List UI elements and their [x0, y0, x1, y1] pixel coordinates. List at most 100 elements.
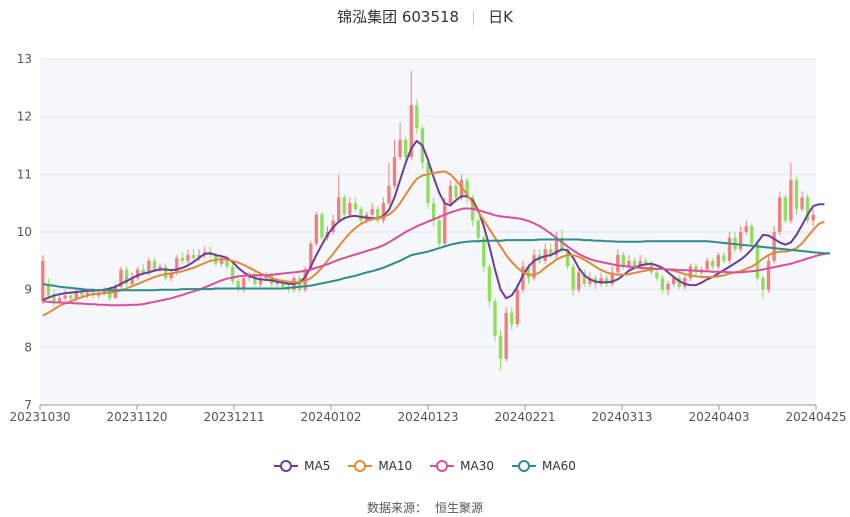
candle-body [638, 260, 642, 267]
candle-body [766, 260, 771, 290]
y-tick-label: 8 [24, 340, 32, 354]
legend-ma60-label: MA60 [542, 459, 576, 473]
candle-body [789, 180, 793, 221]
x-tick-label: 20240221 [494, 410, 555, 424]
candle-body [716, 255, 720, 267]
candle-body [459, 180, 464, 198]
candle-body [655, 272, 659, 279]
legend-ma10-label: MA10 [378, 459, 413, 473]
candle-body [297, 278, 302, 290]
candle-body [387, 185, 391, 204]
candle-body [498, 335, 503, 359]
legend-item-ma5[interactable]: MA5 [274, 459, 330, 473]
candlestick-chart: 7 8 9 10 11 12 13 20231030 20231120 20231211 20240… [9, 52, 846, 424]
candle-body [370, 208, 374, 215]
candle-body [671, 278, 676, 284]
legend-ma30-icon [430, 460, 455, 472]
series-line-ma60 [42, 238, 830, 292]
candle-body [515, 289, 519, 325]
legend-ma30-label: MA30 [460, 459, 495, 473]
candle-body [811, 214, 815, 221]
candle-body [761, 278, 765, 290]
candle-body [565, 249, 570, 267]
candle-body [108, 289, 112, 299]
candle-body [722, 255, 726, 261]
candle-body [180, 257, 185, 261]
candle-body [616, 255, 620, 273]
series-line-ma10 [42, 170, 825, 317]
candle-body [443, 203, 447, 244]
candle-body [169, 272, 173, 279]
data-source: 数据来源： 恒生聚源 [0, 499, 850, 516]
candle-body [772, 232, 776, 261]
candle-body [521, 266, 525, 290]
candle-body [510, 312, 514, 325]
candle-body [711, 260, 715, 267]
candle-body [599, 278, 603, 284]
candle-body [543, 249, 547, 261]
legend-item-ma10[interactable]: MA10 [348, 459, 412, 473]
stock-title: 锦泓集团 603518 [337, 8, 460, 26]
period-title: 日K [488, 8, 513, 26]
candle-body [504, 312, 508, 359]
candle-body [738, 232, 743, 250]
candle-body [493, 301, 497, 336]
candle-body [683, 278, 687, 287]
candle-body [800, 197, 804, 209]
candle-body [588, 278, 592, 284]
y-tick-label: 11 [17, 167, 32, 181]
candle-body [191, 255, 196, 258]
candle-body [219, 257, 224, 264]
candle-body [465, 180, 469, 198]
candle-body [392, 157, 397, 186]
candle-body [783, 197, 787, 221]
candle-body [141, 269, 145, 273]
candle-body [359, 208, 363, 221]
candle-body [688, 266, 693, 279]
candle-body [778, 197, 782, 232]
legend-item-ma60[interactable]: MA60 [512, 459, 576, 473]
candle-body [476, 220, 480, 238]
candle-body [448, 185, 453, 204]
candle-body [426, 162, 430, 204]
candle-body [415, 105, 419, 129]
x-tick-label: 20240425 [785, 410, 846, 424]
legend-ma5-label: MA5 [304, 459, 331, 473]
candle-body [253, 275, 257, 284]
x-tick-label: 20231030 [9, 410, 70, 424]
candle-body [130, 278, 134, 284]
candle-body [666, 283, 670, 290]
candle-body [163, 266, 168, 279]
series-line-ma30 [42, 207, 831, 307]
candle-body [677, 278, 681, 287]
candle-body [320, 214, 324, 238]
candle-body [744, 226, 748, 232]
candle-body [236, 281, 240, 290]
candle-body [549, 249, 553, 256]
candle-body [348, 203, 352, 215]
candle-body [755, 243, 760, 279]
source-label: 数据来源： [366, 501, 427, 515]
series-line-ma5 [42, 139, 825, 301]
candle-body [403, 139, 408, 158]
candle-body [660, 278, 665, 290]
legend-ma10-icon [348, 460, 373, 472]
candle-body [225, 257, 229, 267]
candle-body [604, 278, 609, 284]
x-tick-label: 20231120 [106, 410, 167, 424]
candle-body [46, 283, 51, 296]
legend: MA5 MA10 MA30 MA60 [0, 459, 850, 473]
x-tick-label: 20240403 [688, 410, 749, 424]
candle-body [526, 266, 531, 279]
legend-item-ma30[interactable]: MA30 [430, 459, 494, 473]
candle-body [621, 255, 626, 267]
candle-body [258, 278, 263, 284]
candle-body [532, 255, 536, 279]
candle-body [69, 295, 73, 299]
candle-body [186, 255, 190, 261]
candle-body [409, 105, 413, 158]
candle-body [41, 260, 45, 302]
candle-body [705, 260, 709, 270]
candle-body [482, 237, 486, 267]
candle-body [80, 292, 84, 296]
